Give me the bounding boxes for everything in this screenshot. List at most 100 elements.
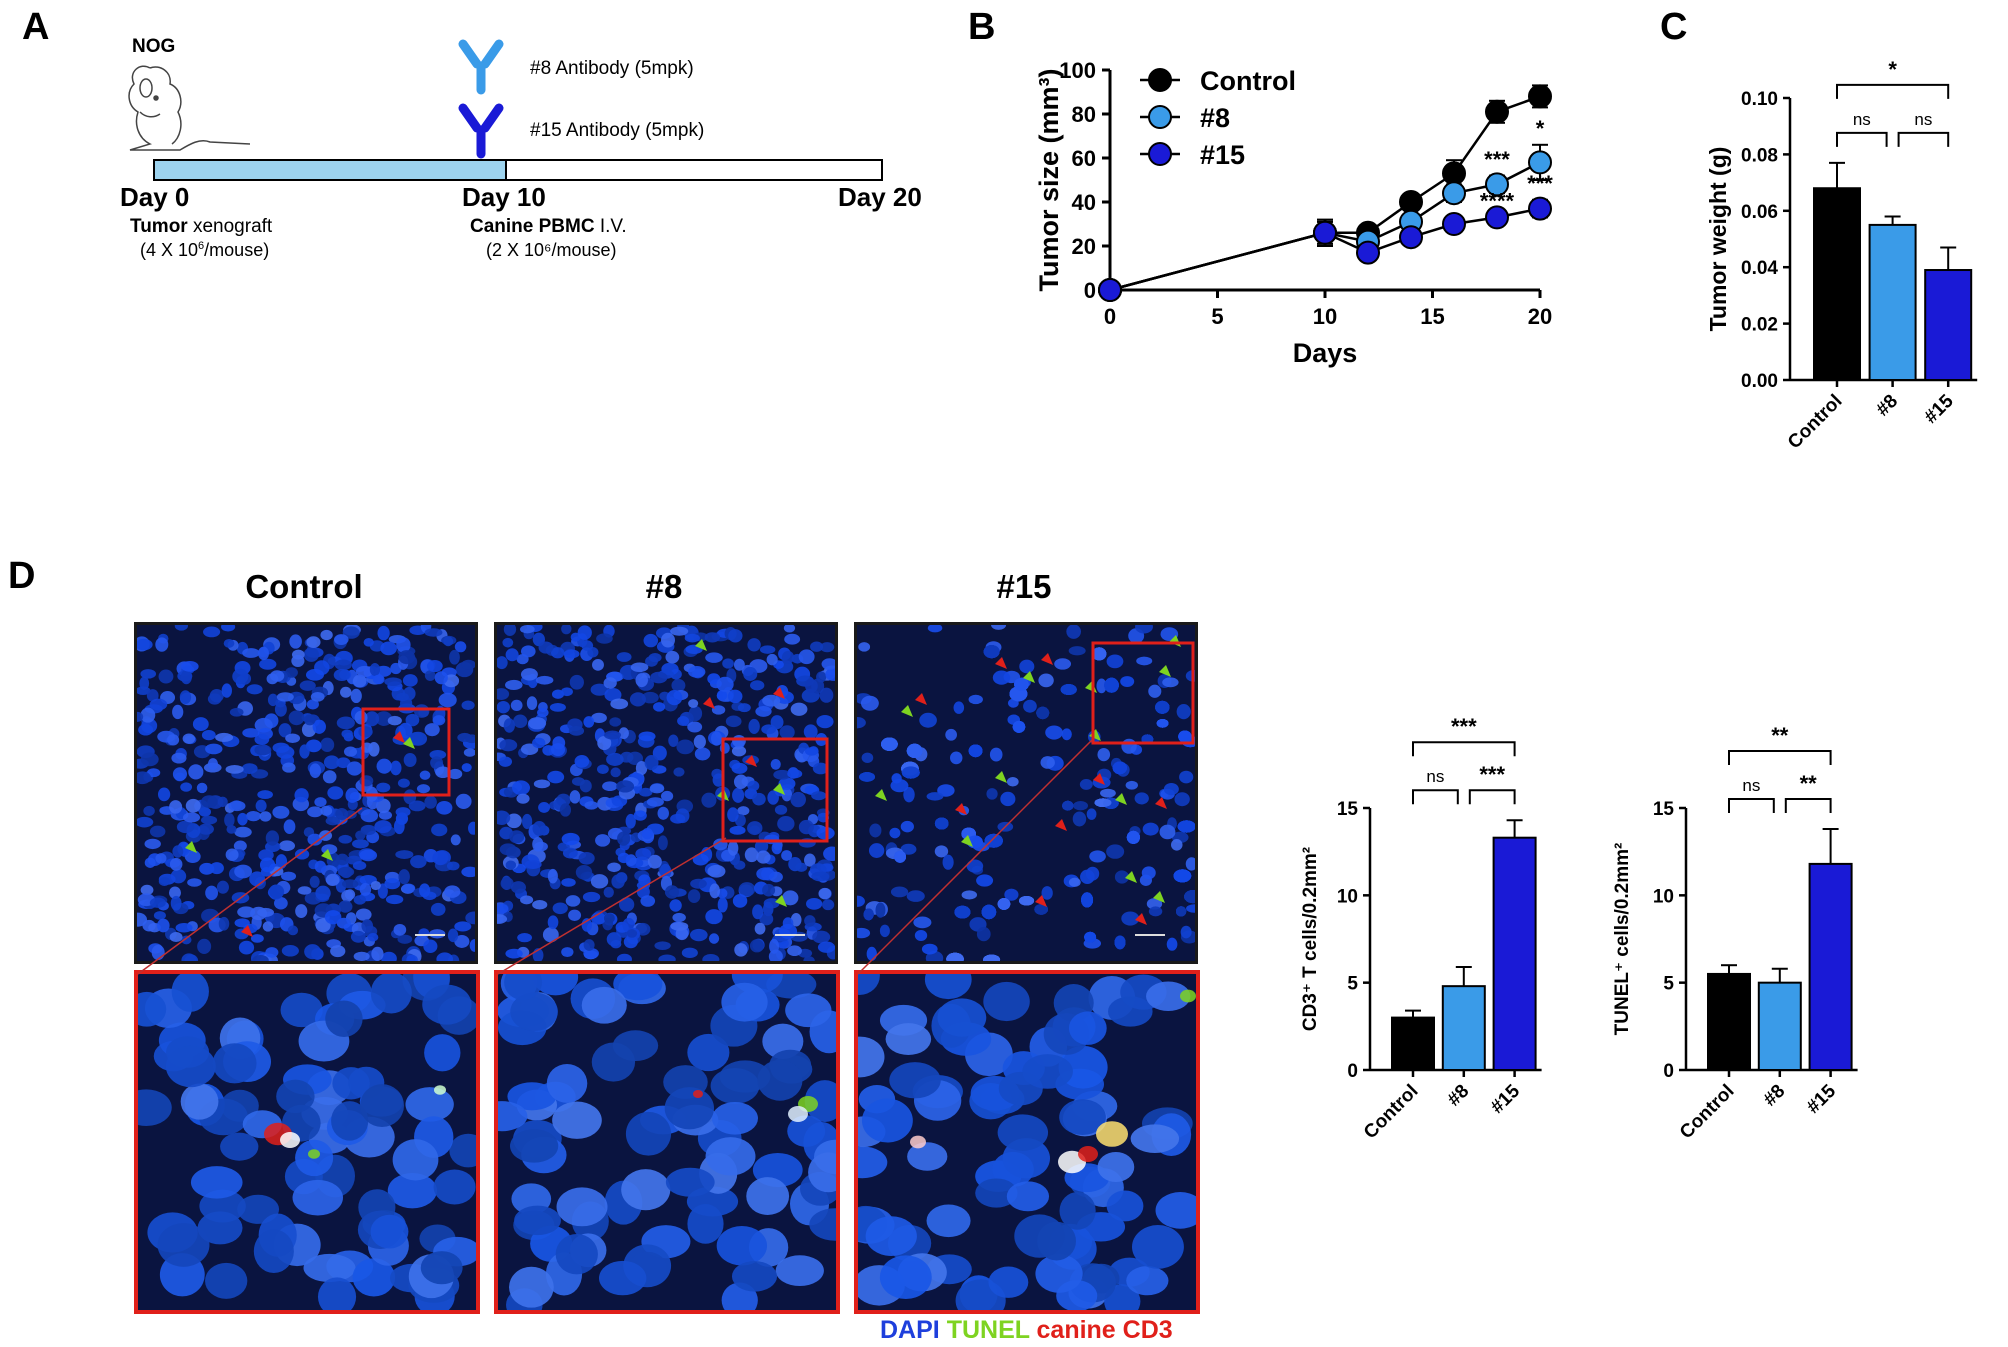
connector-15 (857, 739, 1093, 975)
legend-marker (1148, 105, 1172, 129)
y-tick-label: 0.08 (1741, 145, 1778, 166)
nucleus (644, 754, 659, 771)
nucleus (352, 839, 369, 849)
nucleus (858, 642, 871, 652)
nucleus (710, 731, 723, 746)
nucleus (1085, 866, 1100, 881)
inset-box (721, 737, 829, 843)
nucleus (532, 737, 546, 749)
nucleus (559, 803, 572, 817)
significance-bracket (1728, 749, 1832, 765)
nucleus (547, 915, 559, 930)
nucleus (983, 981, 1030, 1022)
nucleus (259, 658, 277, 670)
nucleus (643, 633, 659, 648)
nucleus (397, 778, 410, 788)
nucleus (787, 1115, 826, 1147)
nucleus (787, 945, 802, 957)
nucleus (592, 658, 604, 671)
nucleus (371, 946, 384, 961)
nucleus (360, 809, 379, 823)
nucleus (454, 921, 472, 932)
nucleus (889, 827, 901, 839)
nucleus (705, 909, 723, 925)
nucleus (281, 945, 299, 957)
cd3-arrow-icon (1041, 653, 1053, 665)
nucleus (499, 843, 517, 856)
nucleus (514, 1205, 561, 1236)
nucleus (688, 705, 703, 722)
nucleus (603, 730, 622, 740)
nucleus (350, 930, 366, 943)
nucleus (182, 733, 196, 744)
nucleus (205, 1262, 248, 1299)
nucleus (333, 668, 350, 681)
nucleus (180, 669, 192, 685)
nucleus (408, 800, 426, 812)
channel-legend: DAPI TUNEL canine CD3 (880, 1316, 1173, 1345)
nucleus (320, 737, 335, 753)
nucleus (355, 830, 366, 841)
nucleus (812, 762, 829, 775)
nucleus (728, 629, 743, 643)
nucleus (423, 939, 438, 954)
nucleus (665, 1167, 715, 1197)
nucleus (775, 1255, 824, 1287)
nucleus (716, 676, 734, 692)
nucleus (522, 813, 533, 830)
nucleus (144, 857, 156, 868)
nucleus (172, 767, 188, 782)
nucleus (1156, 718, 1169, 728)
pbmc-bold: Canine PBMC (470, 216, 595, 237)
tunel-arrow-icon (995, 771, 1007, 783)
nucleus (463, 748, 475, 757)
nucleus (816, 714, 834, 729)
nucleus (1061, 728, 1072, 741)
nucleus (267, 693, 279, 707)
nucleus (1094, 798, 1112, 807)
nucleus (306, 699, 319, 710)
nucleus (346, 761, 363, 776)
y-tick-label: 0.06 (1741, 202, 1778, 223)
nucleus (555, 1234, 598, 1275)
nucleus (137, 711, 144, 722)
nucleus (353, 951, 370, 961)
nucleus (140, 884, 154, 896)
significance-bracket (1784, 797, 1832, 813)
nucleus (1106, 1190, 1144, 1222)
nucleus (1166, 937, 1178, 951)
nucleus (879, 924, 890, 938)
nucleus (450, 834, 461, 846)
nucleus (648, 653, 662, 663)
nucleus (432, 715, 446, 726)
nucleus (345, 787, 360, 803)
significance-annotation: *** (1527, 171, 1553, 196)
significance-label: ** (1771, 723, 1789, 748)
nucleus (155, 637, 169, 652)
nucleus (157, 918, 170, 933)
nucleus (590, 683, 609, 696)
panel-letter-a: A (22, 6, 50, 48)
nucleus (861, 752, 874, 763)
nucleus (309, 875, 320, 888)
significance-label: ns (1853, 110, 1871, 129)
y-tick-label: 80 (1072, 102, 1096, 127)
nucleus (858, 1036, 885, 1078)
nucleus (292, 1179, 344, 1216)
nucleus (510, 881, 527, 894)
nucleus (232, 668, 249, 685)
significance-label: ns (1426, 767, 1444, 786)
tunel-count-chart: 0 5 10 15 TUNEL⁺ cells/0.2mm² Control #8 #15 ** n… (1612, 723, 1858, 1143)
nucleus (443, 636, 454, 647)
nucleus (821, 658, 835, 670)
nucleus (1134, 792, 1149, 805)
nucleus (138, 1089, 172, 1126)
nucleus (617, 852, 631, 864)
nucleus (221, 625, 236, 632)
nucleus (216, 880, 229, 894)
nucleus (653, 702, 666, 712)
y-tick-label: 20 (1072, 234, 1096, 259)
nucleus (344, 889, 356, 900)
nucleus (299, 680, 316, 691)
nucleus (705, 652, 723, 663)
